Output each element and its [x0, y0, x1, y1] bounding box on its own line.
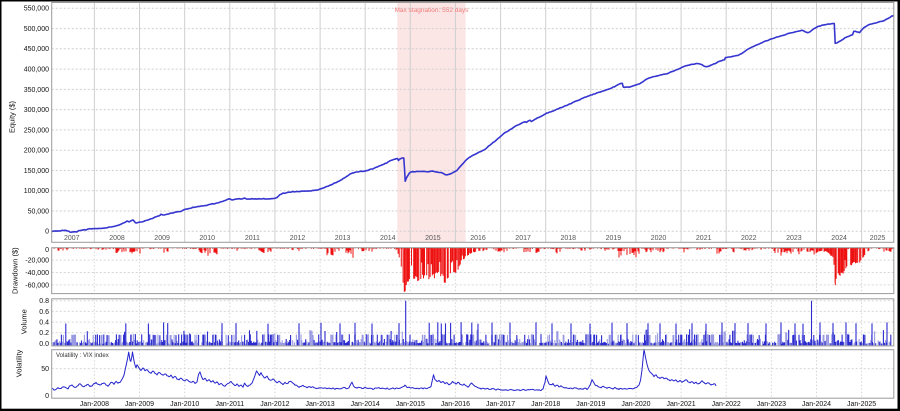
- svg-text:2017: 2017: [515, 235, 531, 242]
- svg-text:200,000: 200,000: [24, 148, 49, 155]
- svg-text:Jan-2018: Jan-2018: [531, 401, 560, 408]
- svg-text:2021: 2021: [696, 235, 712, 242]
- svg-text:2019: 2019: [606, 235, 622, 242]
- svg-text:Jan-2012: Jan-2012: [260, 401, 289, 408]
- svg-text:Jan-2008: Jan-2008: [80, 401, 109, 408]
- svg-text:Drawdown ($): Drawdown ($): [10, 247, 19, 294]
- svg-text:2012: 2012: [290, 235, 306, 242]
- svg-text:2007: 2007: [64, 235, 80, 242]
- svg-text:50: 50: [41, 366, 49, 373]
- svg-text:2018: 2018: [561, 235, 577, 242]
- svg-text:500,000: 500,000: [24, 26, 49, 33]
- svg-text:Jan-2025: Jan-2025: [847, 401, 876, 408]
- svg-text:Jan-2024: Jan-2024: [802, 401, 831, 408]
- svg-text:0.0: 0.0: [39, 341, 49, 348]
- svg-text:2011: 2011: [245, 235, 260, 242]
- svg-text:0.6: 0.6: [39, 309, 49, 316]
- svg-text:Jan-2017: Jan-2017: [486, 401, 515, 408]
- svg-text:550,000: 550,000: [24, 6, 49, 13]
- svg-text:150,000: 150,000: [24, 168, 49, 175]
- svg-text:Jan-2021: Jan-2021: [666, 401, 695, 408]
- svg-text:2023: 2023: [786, 235, 802, 242]
- svg-text:-20,000: -20,000: [25, 258, 49, 265]
- svg-text:50,000: 50,000: [28, 208, 50, 215]
- svg-text:2016: 2016: [470, 235, 486, 242]
- svg-text:2010: 2010: [199, 235, 215, 242]
- svg-text:0.2: 0.2: [39, 330, 49, 337]
- svg-text:2015: 2015: [425, 235, 441, 242]
- svg-text:300,000: 300,000: [24, 107, 49, 114]
- svg-text:Volume: Volume: [19, 309, 28, 334]
- svg-text:Jan-2016: Jan-2016: [441, 401, 470, 408]
- svg-text:Jan-2020: Jan-2020: [621, 401, 650, 408]
- svg-text:Max stagnation: 552 days: Max stagnation: 552 days: [394, 7, 469, 14]
- svg-text:Equity ($): Equity ($): [8, 100, 17, 133]
- svg-text:450,000: 450,000: [24, 46, 49, 53]
- svg-text:2020: 2020: [651, 235, 667, 242]
- svg-text:2009: 2009: [154, 235, 170, 242]
- svg-text:2013: 2013: [335, 235, 351, 242]
- svg-text:Jan-2019: Jan-2019: [576, 401, 605, 408]
- svg-text:2025: 2025: [870, 235, 886, 242]
- svg-text:0: 0: [45, 247, 49, 254]
- svg-text:2008: 2008: [109, 235, 125, 242]
- svg-text:Jan-2009: Jan-2009: [125, 401, 154, 408]
- svg-text:350,000: 350,000: [24, 87, 49, 94]
- svg-text:0.4: 0.4: [39, 320, 49, 327]
- svg-text:100,000: 100,000: [24, 188, 49, 195]
- svg-text:400,000: 400,000: [24, 67, 49, 74]
- svg-text:0: 0: [45, 393, 49, 400]
- svg-text:Volatility : VIX index: Volatility : VIX index: [56, 353, 109, 359]
- svg-text:0: 0: [45, 229, 49, 236]
- svg-text:Jan-2015: Jan-2015: [396, 401, 425, 408]
- svg-text:Jan-2014: Jan-2014: [351, 401, 380, 408]
- svg-text:2014: 2014: [380, 235, 396, 242]
- svg-text:-60,000: -60,000: [25, 282, 49, 289]
- svg-text:Volatility: Volatility: [15, 349, 24, 377]
- svg-text:Jan-2023: Jan-2023: [757, 401, 786, 408]
- svg-text:Jan-2011: Jan-2011: [215, 401, 244, 408]
- svg-text:0.8: 0.8: [39, 298, 49, 305]
- svg-text:Jan-2013: Jan-2013: [305, 401, 334, 408]
- svg-text:2024: 2024: [831, 235, 847, 242]
- svg-text:Jan-2022: Jan-2022: [712, 401, 741, 408]
- svg-text:Jan-2010: Jan-2010: [170, 401, 199, 408]
- svg-text:2022: 2022: [741, 235, 757, 242]
- svg-text:-40,000: -40,000: [25, 270, 49, 277]
- svg-text:250,000: 250,000: [24, 127, 49, 134]
